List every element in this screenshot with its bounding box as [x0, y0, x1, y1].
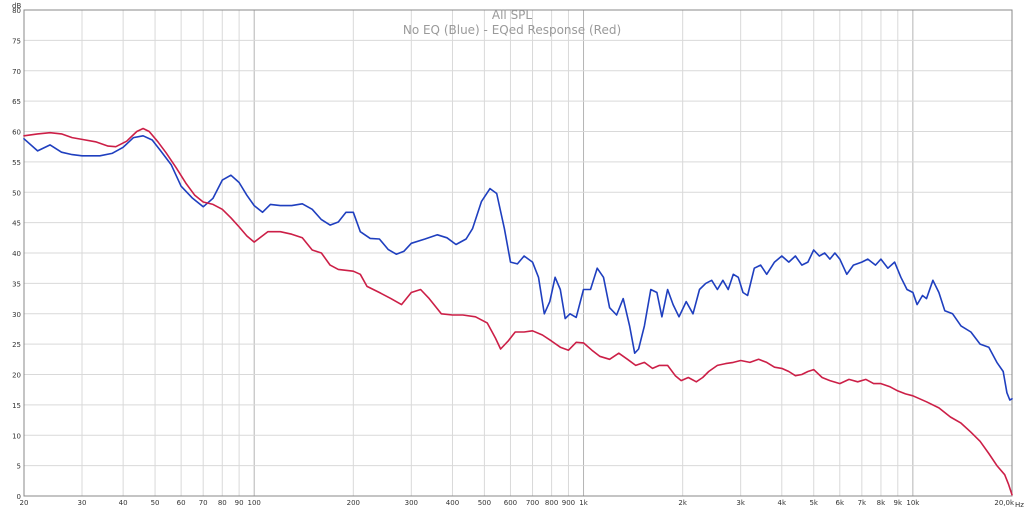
x-tick-label: 20 [20, 499, 29, 507]
y-tick-label: 40 [12, 250, 21, 258]
y-tick-label: 45 [12, 220, 21, 228]
x-tick-label: 20,0k [994, 499, 1015, 507]
y-tick-label: 5 [17, 463, 21, 471]
y-tick-label: 55 [12, 159, 21, 167]
y-tick-label: 20 [12, 372, 21, 380]
x-tick-label: 400 [446, 499, 459, 507]
x-tick-label: 90 [235, 499, 244, 507]
series-line-red [23, 127, 1013, 496]
x-tick-label: 800 [545, 499, 558, 507]
plot-frame [23, 9, 1013, 497]
x-unit-label: Hz [1015, 501, 1024, 509]
y-tick-label: 0 [17, 493, 21, 501]
y-tick-label: 10 [12, 432, 21, 440]
y-tick-label: 15 [12, 402, 21, 410]
y-tick-label: 25 [12, 341, 21, 349]
x-tick-label: 70 [199, 499, 208, 507]
x-tick-label: 5k [809, 499, 818, 507]
y-tick-label: 35 [12, 280, 21, 288]
x-tick-label: 9k [894, 499, 903, 507]
x-tick-label: 50 [151, 499, 160, 507]
y-tick-label: 60 [12, 129, 21, 137]
x-tick-label: 1k [579, 499, 588, 507]
y-tick-label: 30 [12, 311, 21, 319]
x-tick-label: 40 [119, 499, 128, 507]
x-axis-ticks: 20 30 40 50 60 70 80 90 100 200 300 400 500 600 700 800… [20, 499, 1015, 507]
chart-subtitle: No EQ (Blue) - EQed Response (Red) [403, 23, 621, 37]
x-tick-label: 700 [526, 499, 539, 507]
x-tick-label: 300 [405, 499, 418, 507]
x-tick-label: 2k [678, 499, 687, 507]
y-axis-ticks: 0 5 10 15 20 25 30 35 40 45 50 55 60 65 70 75 80 [12, 7, 21, 501]
x-tick-label: 6k [836, 499, 845, 507]
series-line-blue [23, 135, 1013, 401]
x-tick-label: 30 [78, 499, 87, 507]
y-tick-label: 80 [12, 7, 21, 15]
x-tick-label: 80 [218, 499, 227, 507]
y-tick-label: 75 [12, 37, 21, 45]
y-tick-label: 65 [12, 98, 21, 106]
y-tick-label: 50 [12, 189, 21, 197]
x-tick-label: 3k [736, 499, 745, 507]
x-tick-label: 500 [478, 499, 491, 507]
chart-title: All SPL [492, 8, 533, 22]
y-tick-label: 70 [12, 68, 21, 76]
x-tick-label: 900 [562, 499, 575, 507]
x-tick-label: 7k [858, 499, 867, 507]
x-tick-label: 4k [778, 499, 787, 507]
x-tick-label: 600 [504, 499, 517, 507]
x-tick-label: 10k [906, 499, 920, 507]
x-tick-label: 60 [177, 499, 186, 507]
y-unit-label: dB [12, 2, 21, 10]
series-layer [23, 127, 1013, 496]
x-tick-label: 200 [347, 499, 360, 507]
x-tick-label: 100 [248, 499, 261, 507]
x-tick-label: 8k [877, 499, 886, 507]
